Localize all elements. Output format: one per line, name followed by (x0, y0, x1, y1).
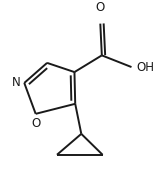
Text: N: N (12, 76, 20, 89)
Text: O: O (31, 117, 40, 130)
Text: OH: OH (136, 61, 154, 74)
Text: O: O (96, 1, 105, 14)
